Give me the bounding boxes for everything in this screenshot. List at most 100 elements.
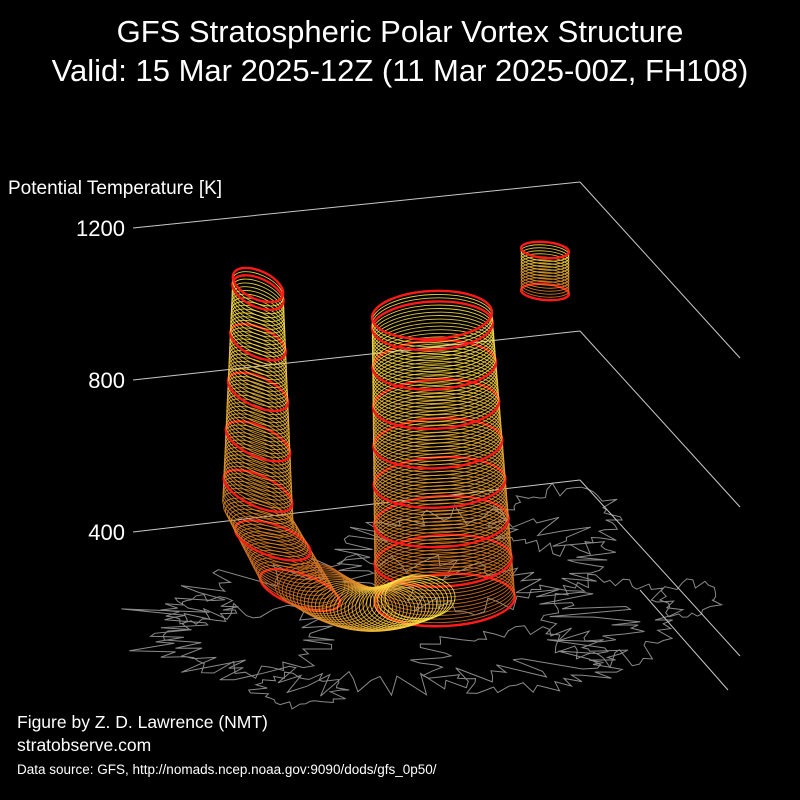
isosurface-ring — [224, 435, 292, 478]
isosurface-ring — [520, 268, 570, 286]
vortex-lobe — [222, 266, 342, 612]
gridline-400 — [132, 479, 581, 533]
isosurface-ring — [377, 577, 449, 623]
isosurface-ring — [374, 527, 512, 581]
isosurface-ring — [369, 580, 441, 626]
z-axis-ticks: 400 800 1200 — [76, 216, 125, 545]
isosurface-ring — [230, 308, 286, 346]
isosurface-ring — [224, 450, 292, 493]
isosurface-ring — [372, 364, 499, 415]
gridline-side-1200 — [579, 181, 741, 359]
contour-highlight-ring — [371, 339, 498, 391]
isosurface-ring — [227, 383, 289, 423]
contour-highlight-ring — [372, 417, 504, 470]
isosurface-ring — [224, 443, 292, 486]
isosurface-ring — [520, 265, 570, 283]
isosurface-ring — [226, 390, 290, 431]
isosurface-ring — [372, 403, 502, 455]
website-link[interactable]: stratobserve.com — [17, 735, 152, 755]
isosurface-ring — [222, 488, 294, 532]
coastline-path — [160, 593, 239, 625]
coastline-path — [540, 573, 685, 669]
isosurface-ring — [374, 545, 514, 598]
isosurface-ring — [373, 578, 445, 624]
gridline-side-400 — [579, 479, 741, 657]
isosurface-ring — [372, 357, 498, 408]
isosurface-ring — [223, 458, 293, 501]
isosurface-ring — [222, 491, 294, 536]
z-tick-label: 1200 — [76, 216, 125, 241]
isosurface-ring — [224, 447, 292, 489]
isosurface-ring — [224, 439, 292, 482]
contour-highlight-ring — [519, 282, 571, 302]
isosurface-ring — [371, 315, 495, 365]
isosurface-ring — [374, 548, 514, 602]
isosurface-ring — [372, 322, 495, 372]
z-tick-label: 800 — [88, 368, 125, 393]
isosurface-ring — [226, 398, 290, 439]
vortex-lobe — [519, 240, 571, 302]
isosurface-ring — [520, 247, 570, 265]
contour-highlight-ring — [231, 266, 285, 304]
contour-highlight-ring — [229, 322, 287, 362]
isosurface-ring — [230, 312, 286, 350]
contour-highlight-ring — [370, 289, 494, 341]
isosurface-ring — [520, 262, 570, 280]
z-tick-label: 400 — [88, 520, 125, 545]
isosurface-ring — [374, 520, 512, 573]
isosurface-ring — [222, 484, 294, 528]
isosurface-ring — [226, 387, 290, 427]
isosurface-ring — [372, 361, 499, 412]
isosurface-ring — [362, 582, 434, 628]
isosurface-ring — [223, 465, 293, 509]
isosurface-ring — [224, 432, 292, 474]
coastline-path — [658, 578, 724, 618]
gridline-side-800 — [579, 330, 741, 508]
chart-subtitle: Valid: 15 Mar 2025-12Z (11 Mar 2025-00Z,… — [51, 53, 749, 88]
isosurface-ring — [520, 277, 570, 295]
contour-highlight-ring — [372, 494, 510, 549]
isosurface-ring — [228, 508, 304, 550]
isosurface-ring — [520, 253, 570, 271]
isosurface-ring — [520, 271, 570, 289]
isosurface-ring — [372, 336, 497, 387]
coastline-path — [410, 625, 629, 694]
isosurface-ring — [226, 405, 290, 447]
contour-highlight-ring — [519, 240, 571, 260]
data-source-note: Data source: GFS, http://nomads.ncep.noa… — [17, 762, 437, 777]
isosurface-ring — [371, 318, 495, 369]
isosurface-ring — [372, 329, 496, 380]
vortex-lobe — [274, 562, 456, 632]
isosurface-ring — [520, 274, 570, 292]
gridline-800 — [132, 330, 581, 381]
contour-highlight-ring — [373, 533, 513, 588]
isosurface-ring — [371, 297, 493, 347]
isosurface-ring — [225, 413, 291, 455]
vortex-lobe — [370, 289, 517, 628]
isosurface-ring — [373, 484, 509, 537]
isosurface-ring — [384, 574, 456, 620]
isosurface-ring — [372, 407, 502, 459]
isosurface-ring — [374, 569, 516, 624]
isosurface-ring — [358, 583, 430, 629]
isosurface-ring — [372, 332, 496, 383]
contour-highlight-ring — [371, 378, 501, 431]
floor-edge-line — [639, 589, 729, 691]
isosurface-ring — [278, 564, 350, 610]
isosurface-ring — [223, 497, 298, 538]
coastline-path — [334, 504, 616, 616]
isosurface-ring — [372, 392, 501, 444]
contour-highlight-ring — [224, 420, 292, 463]
z-axis-label: Potential Temperature [K] — [8, 178, 222, 199]
isosurface-ring — [372, 371, 499, 423]
isosurface-ring — [223, 462, 293, 505]
contour-highlight-ring — [373, 572, 517, 628]
figure-credit: Figure by Z. D. Lawrence (NMT) — [17, 712, 268, 732]
isosurface-ring — [374, 530, 512, 584]
chart-title: GFS Stratospheric Polar Vortex Structure — [116, 14, 684, 49]
isosurface-ring — [223, 454, 293, 497]
isosurface-ring — [225, 417, 291, 458]
isosurface-ring — [373, 513, 511, 566]
contour-highlight-ring — [222, 468, 294, 514]
